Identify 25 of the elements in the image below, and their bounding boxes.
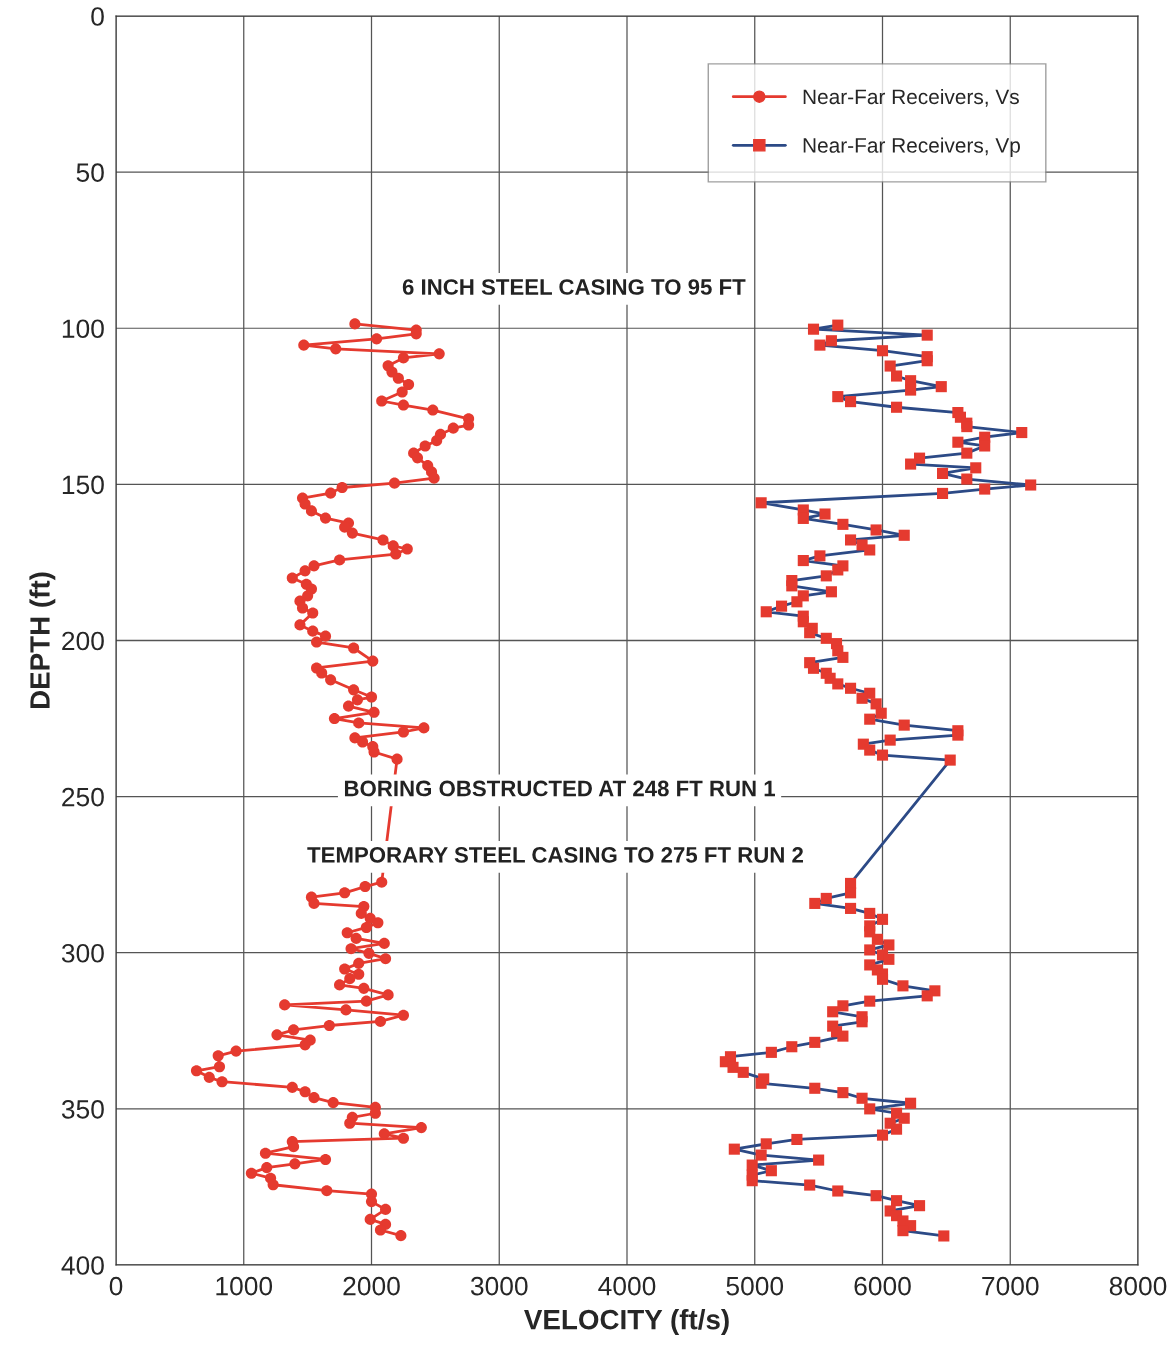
- y-tick-label: 250: [62, 787, 104, 807]
- y-tick-label: 50: [76, 163, 104, 182]
- y-axis-title: DEPTH (ft): [29, 572, 56, 709]
- x-tick-label: 0: [109, 1276, 123, 1296]
- x-tick-label: 2000: [343, 1276, 400, 1296]
- annotation: TEMPORARY STEEL CASING TO 275 FT RUN 2: [307, 847, 803, 863]
- x-tick-label: 7000: [982, 1276, 1039, 1296]
- x-axis-title: VELOCITY (ft/s): [524, 1309, 729, 1335]
- x-tick-label: 3000: [470, 1276, 528, 1296]
- y-tick-label: 400: [61, 1256, 104, 1275]
- x-tick-label: 1000: [216, 1276, 273, 1296]
- x-tick-label: 8000: [1109, 1276, 1167, 1296]
- x-tick-label: 6000: [854, 1276, 911, 1296]
- y-tick-label: 0: [91, 7, 104, 26]
- legend-label: Near-Far Receivers, Vp: [803, 137, 1020, 157]
- y-tick-label: 300: [61, 943, 104, 963]
- legend-label: Near-Far Receivers, Vs: [803, 88, 1019, 107]
- y-tick-label: 350: [61, 1100, 104, 1119]
- y-tick-label: 100: [62, 319, 104, 339]
- annotation: 6 INCH STEEL CASING TO 95 FT: [402, 279, 746, 295]
- annotation: BORING OBSTRUCTED AT 248 FT RUN 1: [344, 780, 775, 797]
- x-tick-label: 4000: [598, 1276, 656, 1296]
- x-tick-label: 5000: [726, 1276, 784, 1296]
- y-tick-label: 150: [62, 475, 104, 495]
- y-tick-label: 200: [62, 631, 104, 651]
